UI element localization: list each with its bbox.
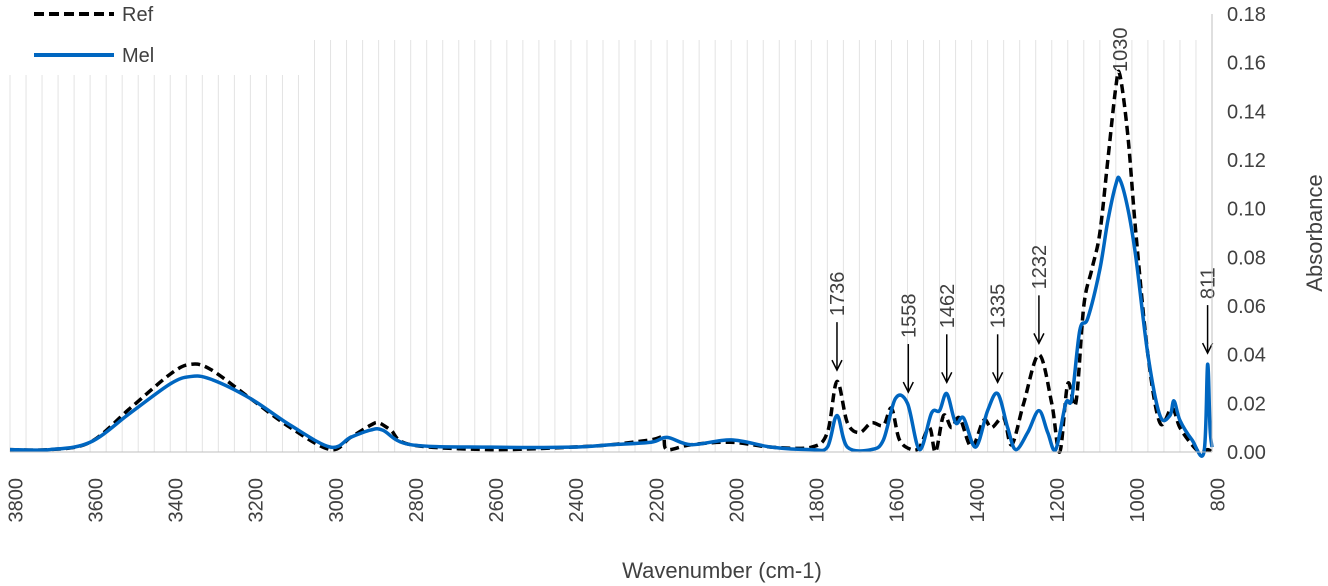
- peak-label: 1232: [1029, 245, 1051, 290]
- peak-label: 1736: [827, 272, 849, 317]
- x-tick-label: 1000: [1127, 478, 1149, 523]
- peak-label: 1030: [1110, 28, 1132, 73]
- y-tick-label: 0.16: [1227, 53, 1266, 75]
- y-tick-labels: 0.00 0.02 0.04 0.06 0.08 0.10 0.12 0.14 0.16 0.18: [1227, 4, 1266, 464]
- x-tick-label: 1400: [967, 478, 989, 523]
- legend-label-mel: Mel: [122, 45, 154, 67]
- x-tick-label: 2200: [646, 478, 668, 523]
- x-tick-labels: 3800 3600 3400 3200 3000 2800 2600 2400 2200 2000…: [5, 478, 1229, 523]
- x-tick-label: 3600: [85, 478, 107, 523]
- x-tick-label: 1800: [807, 478, 829, 523]
- y-tick-label: 0.08: [1227, 247, 1266, 269]
- x-tick-label: 2400: [566, 478, 588, 523]
- legend-label-ref: Ref: [122, 4, 154, 26]
- x-axis-title: Wavenumber (cm-1): [622, 558, 822, 583]
- grid-lines: [9, 40, 1213, 452]
- arrow-head-icon: [941, 371, 953, 384]
- series-group: [9, 69, 1214, 458]
- series-line-mel: [9, 175, 1214, 458]
- y-tick-label: 0.14: [1227, 101, 1266, 123]
- peak-label: 1558: [898, 294, 920, 339]
- annotations: 1736 1558 1462 1335 1232 1030 811: [827, 28, 1220, 394]
- x-tick-label: 3000: [326, 478, 348, 523]
- x-tick-label: 3200: [246, 478, 268, 523]
- arrow-head-icon: [1033, 333, 1045, 346]
- x-tick-label: 2600: [486, 478, 508, 523]
- x-tick-label: 1600: [887, 478, 909, 523]
- y-tick-label: 0.02: [1227, 393, 1266, 415]
- peak-label: 811: [1198, 267, 1220, 299]
- y-tick-label: 0.10: [1227, 199, 1266, 221]
- series-line-ref: [9, 69, 1214, 454]
- arrow-head-icon: [1201, 342, 1214, 355]
- y-tick-label: 0.18: [1227, 4, 1266, 26]
- y-tick-label: 0.06: [1227, 296, 1266, 318]
- x-tick-label: 2800: [406, 478, 428, 523]
- x-tick-label: 3800: [5, 478, 27, 523]
- y-tick-label: 0.00: [1227, 442, 1266, 464]
- peak-label: 1462: [937, 284, 959, 329]
- x-tick-label: 3400: [166, 478, 188, 523]
- y-tick-label: 0.12: [1227, 150, 1266, 172]
- arrow-head-icon: [902, 381, 914, 394]
- x-tick-label: 1200: [1047, 478, 1069, 523]
- y-tick-label: 0.04: [1227, 345, 1266, 367]
- arrow-head-icon: [831, 359, 843, 372]
- arrow-head-icon: [991, 371, 1004, 384]
- x-tick-label: 2000: [726, 478, 748, 523]
- x-tick-label: 800: [1207, 478, 1229, 511]
- legend: Ref Mel: [34, 4, 154, 67]
- y-axis-title: Absorbance: [1302, 174, 1327, 291]
- peak-label: 1335: [988, 284, 1010, 329]
